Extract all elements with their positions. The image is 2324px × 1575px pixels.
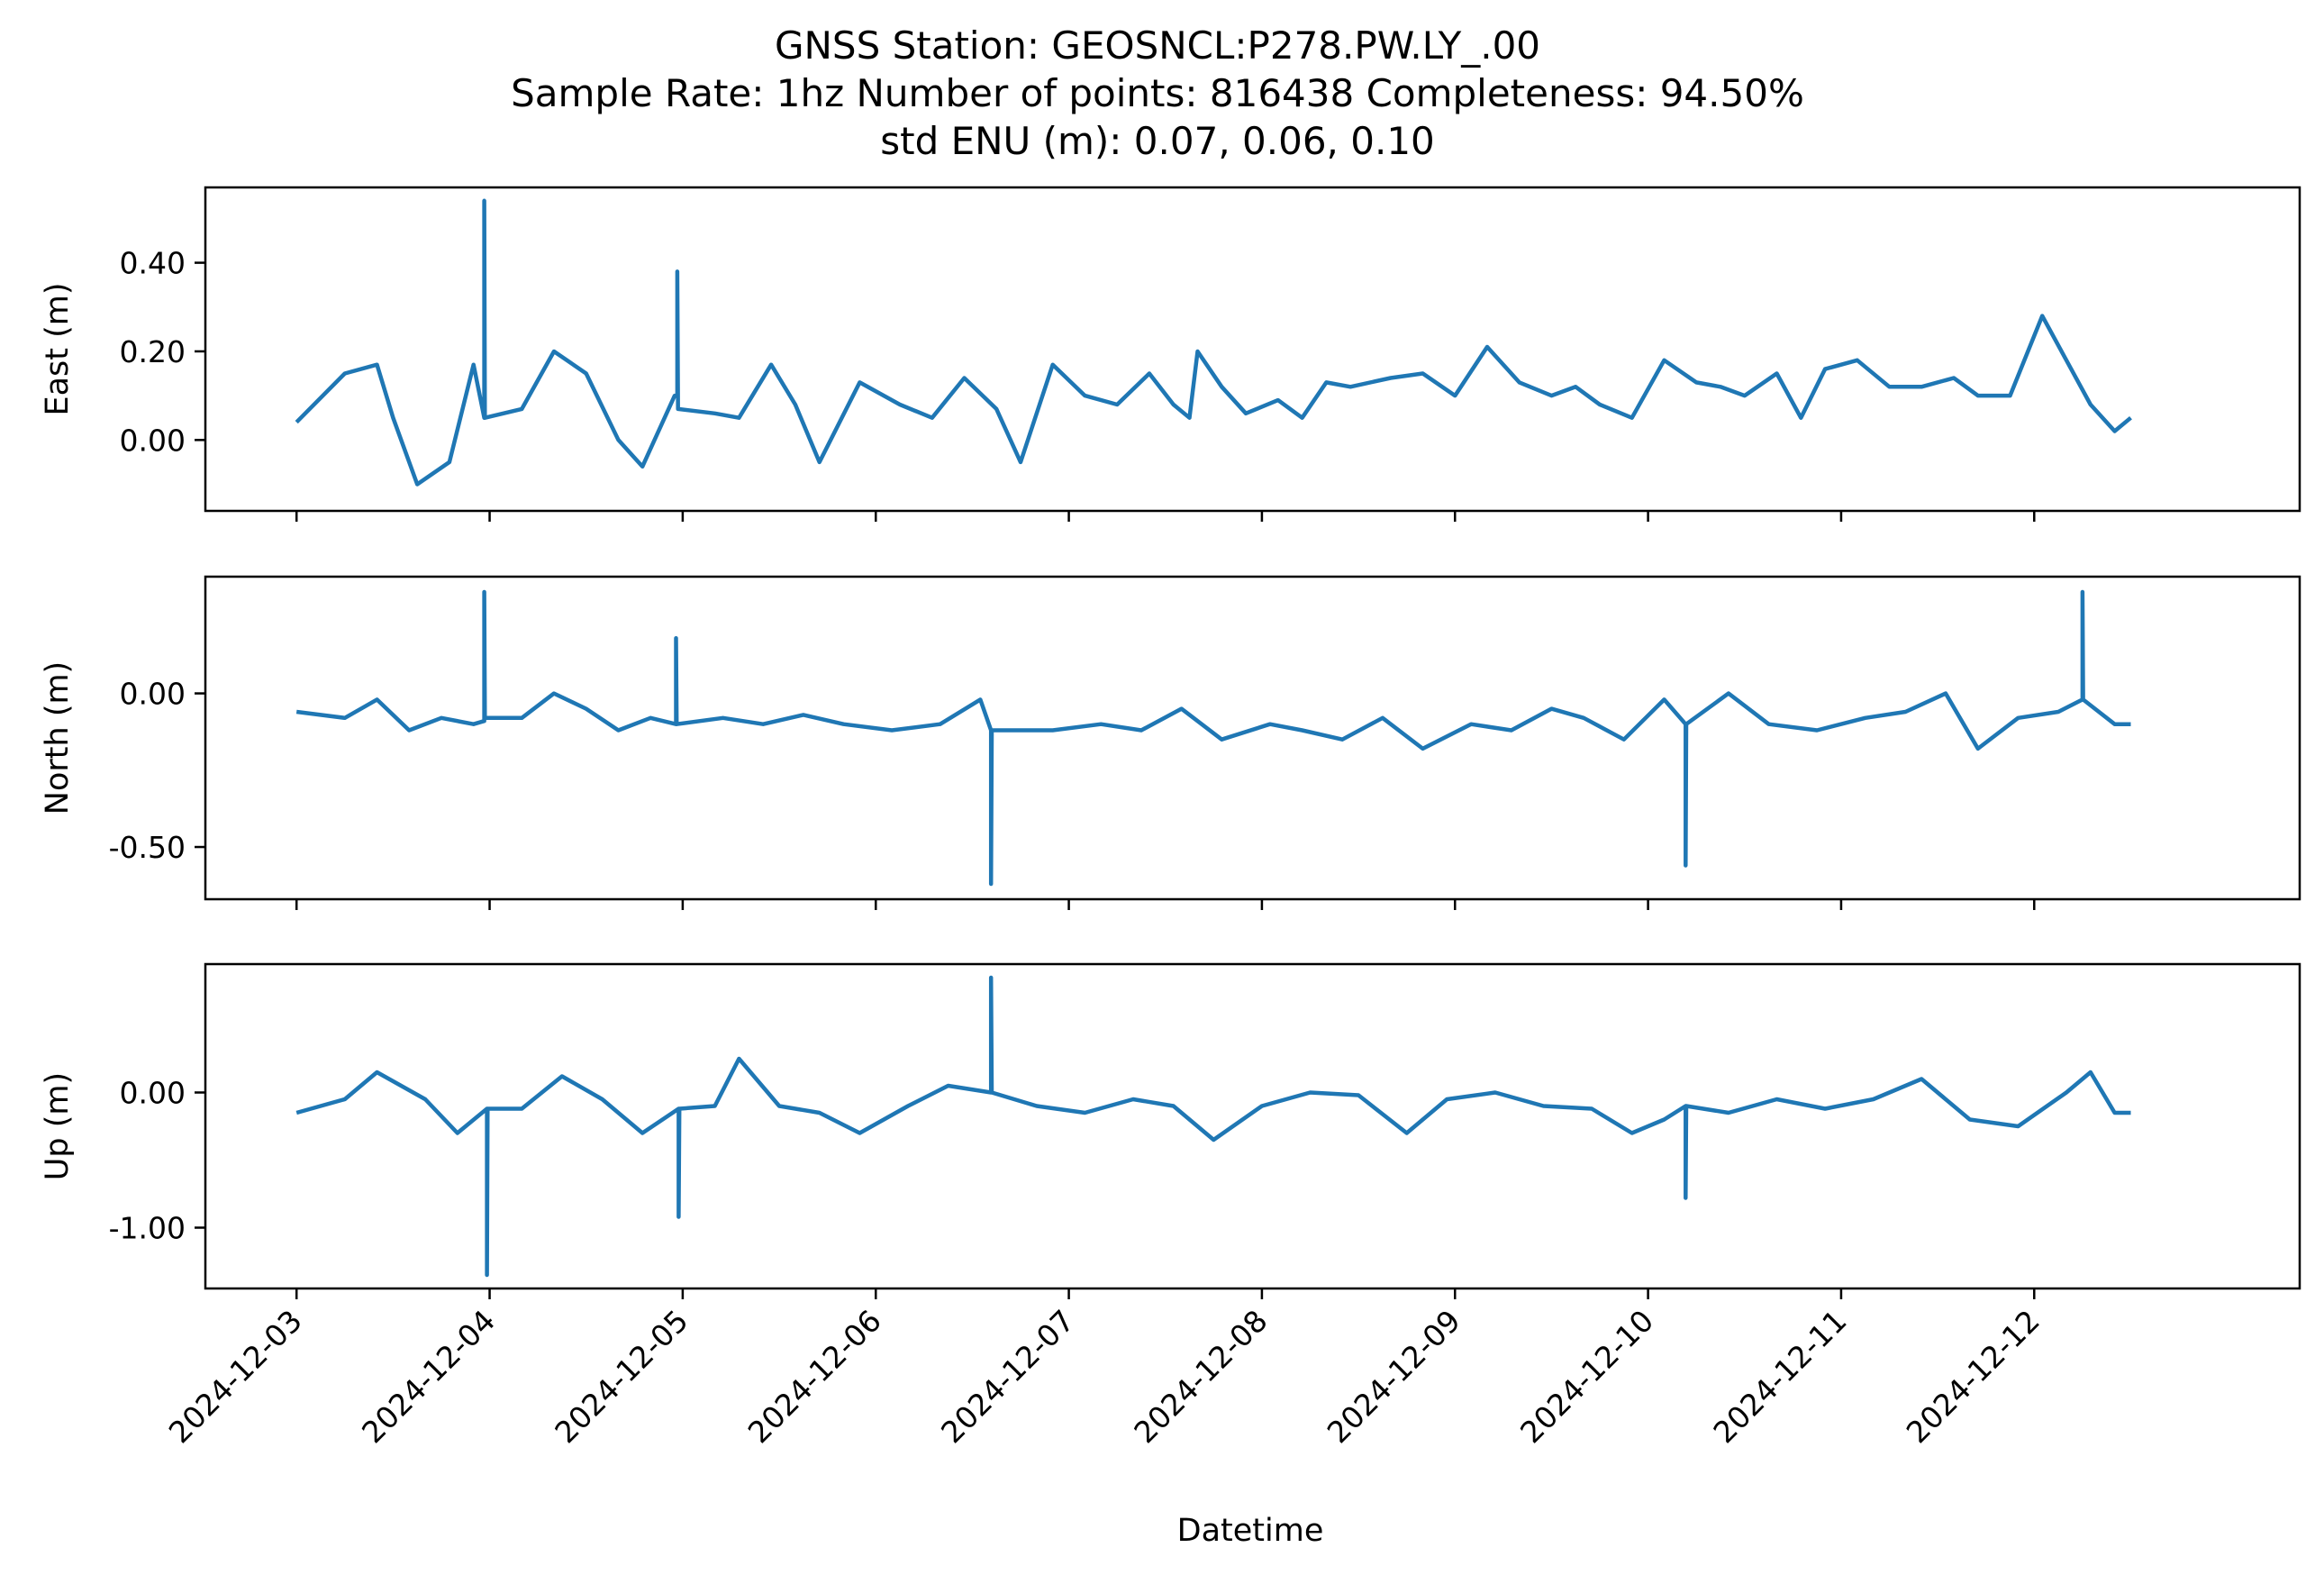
x-tick-label-7: 2024-12-10 xyxy=(1513,1303,1660,1450)
x-axis-label: Datetime xyxy=(1177,1513,1324,1549)
y-tick-label-up-1: 0.00 xyxy=(120,1076,186,1111)
y-tick-label-east-0: 0.00 xyxy=(120,423,186,458)
x-tick-label-4: 2024-12-07 xyxy=(934,1303,1081,1450)
y-tick-label-east-1: 0.20 xyxy=(120,334,186,369)
x-tick-label-9: 2024-12-12 xyxy=(1900,1303,2047,1450)
x-tick-label-2: 2024-12-05 xyxy=(548,1303,694,1450)
panel-east: 0.00 0.20 0.40 East (m) xyxy=(40,186,2301,522)
series-line-east-0 xyxy=(295,198,2132,487)
y-tick-label-up-0: -1.00 xyxy=(109,1211,186,1246)
y-tick-label-north-0: -0.50 xyxy=(109,830,186,865)
series-line-north-0 xyxy=(295,589,2131,887)
panels: 0.00 0.20 0.40 East (m) -0.50 0.00 North (m) -1… xyxy=(40,186,2301,1450)
y-axis-label-up: Up (m) xyxy=(40,1072,76,1180)
plot-frame-east xyxy=(204,186,2301,513)
title-line-3: std ENU (m): 0.07, 0.06, 0.10 xyxy=(880,119,1435,163)
y-axis-label-north: North (m) xyxy=(40,661,76,815)
panel-north: -0.50 0.00 North (m) xyxy=(40,575,2301,910)
panel-up: -1.00 0.00 Up (m) 2024-12-03 2024-12-04 2024-… xyxy=(40,962,2301,1450)
x-tick-label-6: 2024-12-09 xyxy=(1321,1303,1467,1450)
x-tick-label-1: 2024-12-04 xyxy=(355,1303,502,1450)
x-tick-label-0: 2024-12-03 xyxy=(162,1303,309,1450)
y-axis-label-east: East (m) xyxy=(40,282,76,415)
x-tick-label-8: 2024-12-11 xyxy=(1706,1303,1853,1450)
y-tick-label-east-2: 0.40 xyxy=(120,246,186,281)
series-line-up-0 xyxy=(295,975,2131,1278)
x-tick-label-3: 2024-12-06 xyxy=(741,1303,888,1450)
title-line-2: Sample Rate: 1hz Number of points: 81643… xyxy=(511,71,1804,115)
y-tick-label-north-1: 0.00 xyxy=(120,677,186,712)
plot-frame-up xyxy=(204,962,2301,1290)
plot-frame-north xyxy=(204,575,2301,901)
x-tick-label-5: 2024-12-08 xyxy=(1127,1303,1274,1450)
title-line-1: GNSS Station: GEOSNCL:P278.PW.LY_.00 xyxy=(775,23,1540,68)
